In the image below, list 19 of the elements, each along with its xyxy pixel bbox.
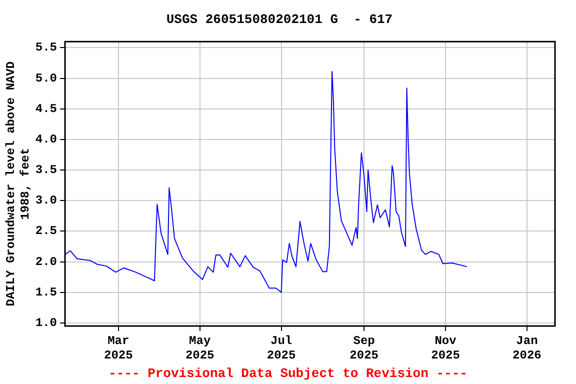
y-tick-label: 3.0 [35, 194, 57, 208]
y-tick-label: 5.0 [35, 71, 57, 86]
x-tick-label: Mar 2025 [104, 334, 133, 363]
x-tick-label: Jul 2025 [266, 334, 296, 363]
x-tick-label: Jan 2026 [512, 334, 542, 363]
x-tick-label: May 2025 [185, 334, 214, 363]
x-tick-label: Sep 2025 [350, 334, 378, 363]
y-tick-label: 1.5 [35, 285, 57, 300]
y-tick-label: 1.0 [35, 316, 57, 330]
y-tick-label: 4.0 [35, 132, 57, 146]
y-tick-label: 2.0 [35, 254, 57, 269]
y-tick-label: 5.5 [35, 40, 57, 55]
text: ---- Provisional Data Subject to Revision ---- [108, 366, 468, 381]
y-tick-label: 3.5 [35, 163, 57, 178]
x-tick-label: Nov 2025 [431, 334, 460, 363]
chart-title: USGS 260515080202101 G - 617 [166, 12, 393, 28]
y-axis-title: DAILY Groundwater level above NAVD 1988, feet [4, 61, 33, 306]
y-tick-label: 4.5 [35, 102, 57, 116]
y-tick-label: 2.5 [35, 224, 57, 238]
